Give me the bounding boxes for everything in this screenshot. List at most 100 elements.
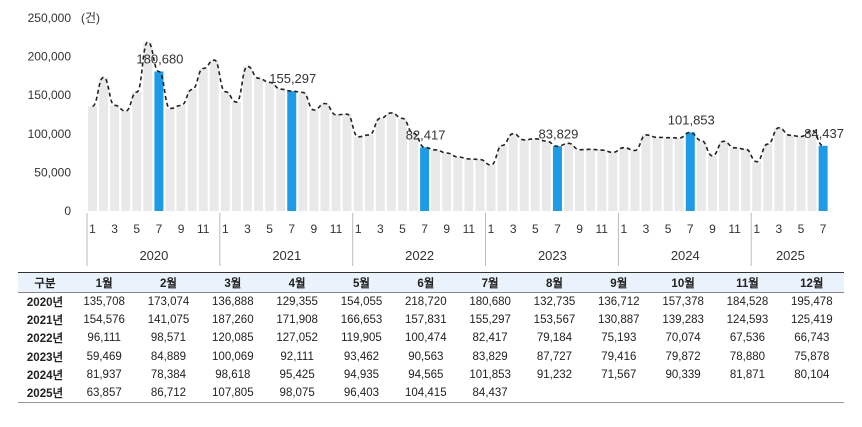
table-cell: 129,355 <box>276 296 318 309</box>
bar-2023-8 <box>564 143 574 211</box>
table-cell: 90,563 <box>408 350 444 363</box>
x-tick-month-label: 11 <box>330 222 343 236</box>
bar-2023-3 <box>508 133 518 211</box>
bar-2024-8 <box>696 140 706 211</box>
bar-2023-1 <box>486 165 496 211</box>
bar-2022-10 <box>453 156 463 211</box>
y-unit-label: (건) <box>81 11 100 25</box>
table-month-header: 12월 <box>779 272 844 293</box>
table-cell: 195,478 <box>791 296 833 309</box>
bar-2023-9 <box>575 149 585 211</box>
table-cell: 136,712 <box>598 296 640 309</box>
table-cell: 100,474 <box>405 332 447 345</box>
table-cell: 80,104 <box>794 368 830 381</box>
bar-2024-4 <box>652 137 662 211</box>
table-cell: 184,528 <box>726 296 769 309</box>
bar-2024-5 <box>663 137 673 211</box>
bar-2022-5 <box>397 118 407 211</box>
x-tick-month-label: 7 <box>288 222 295 236</box>
table-cell <box>586 383 651 404</box>
bar-2020-4 <box>121 111 131 211</box>
table-row: 2021년 154,576 141,075 187,260 171,908 166,653… <box>18 311 844 329</box>
table-cell: 104,415 <box>393 383 458 404</box>
table-cell: 96,403 <box>329 383 394 404</box>
bar-2021-9 <box>309 109 319 211</box>
table-cell: 63,857 <box>72 383 137 404</box>
data-label-2025: 84,437 <box>804 126 844 141</box>
bar-2020-8 <box>165 108 175 211</box>
x-tick-month-label: 3 <box>111 222 118 236</box>
x-year-label-2021: 2021 <box>272 248 301 263</box>
bar-2021-7 <box>287 91 297 211</box>
bar-2023-5 <box>530 138 540 211</box>
bar-2021-5 <box>265 82 275 211</box>
bar-2021-8 <box>298 92 308 211</box>
bar-2021-10 <box>320 103 330 211</box>
x-tick-month-label: 5 <box>798 222 805 236</box>
table-cell: 70,074 <box>665 332 701 345</box>
bar-2020-1 <box>88 106 97 211</box>
bar-2020-9 <box>176 105 186 211</box>
x-tick-month-label: 1 <box>89 222 96 236</box>
x-tick-month-label: 9 <box>443 222 450 236</box>
y-tick-label: 100,000 <box>28 127 72 141</box>
table-cell: 173,074 <box>147 296 190 309</box>
table-row-year: 2023년 <box>26 351 64 364</box>
table-cell: 98,618 <box>215 368 251 381</box>
table-cell <box>779 383 844 404</box>
table-row-year: 2022년 <box>26 333 64 346</box>
bar-2020-10 <box>187 89 197 211</box>
table-month-header: 2월 <box>136 272 201 293</box>
bar-2023-2 <box>497 145 507 211</box>
bar-2021-3 <box>242 66 252 211</box>
x-tick-month-label: 11 <box>595 222 608 236</box>
bar-2025-1 <box>752 161 762 211</box>
table-cell: 135,708 <box>83 296 125 309</box>
table-cell: 87,727 <box>536 350 573 363</box>
table-row-year: 2021년 <box>26 315 64 328</box>
table-row: 2020년 135,708 173,074 136,888 129,355 154,055… <box>18 293 844 312</box>
table-cell: 187,260 <box>212 314 254 327</box>
table-cell: 139,283 <box>662 314 704 327</box>
bar-2024-7 <box>685 132 695 211</box>
y-tick-label: 250,000 <box>28 11 72 25</box>
y-tick-label: 50,000 <box>34 165 71 179</box>
bar-2023-7 <box>552 146 562 211</box>
table-cell: 120,085 <box>212 332 254 345</box>
data-label-2024: 101,853 <box>668 112 715 127</box>
table-cell: 141,075 <box>147 314 190 327</box>
table-cell: 132,735 <box>533 296 576 309</box>
table-cell: 84,889 <box>150 350 187 363</box>
table-cell: 125,419 <box>791 314 833 327</box>
bar-2022-11 <box>464 158 474 211</box>
bar-2020-6 <box>143 42 153 212</box>
x-tick-month-label: 1 <box>222 222 229 236</box>
x-tick-month-label: 7 <box>687 222 694 236</box>
x-tick-month-label: 7 <box>554 222 561 236</box>
x-tick-month-label: 11 <box>728 222 741 236</box>
table-cell: 98,571 <box>150 332 187 345</box>
bar-2022-2 <box>364 134 374 211</box>
bar-2021-12 <box>342 114 352 211</box>
table-cell: 66,743 <box>794 332 830 345</box>
bar-2021-11 <box>331 114 341 211</box>
table-month-header: 6월 <box>393 272 458 293</box>
table-month-header: 8월 <box>522 272 587 293</box>
data-label-2022: 82,417 <box>406 127 446 142</box>
table-cell: 218,720 <box>405 296 447 309</box>
x-year-label-2024: 2024 <box>671 248 700 263</box>
table-cell: 79,416 <box>601 350 637 363</box>
bar-2023-6 <box>541 141 551 211</box>
x-tick-month-label: 3 <box>377 222 384 236</box>
table-cell: 101,853 <box>469 368 511 381</box>
table-cell: 180,680 <box>469 296 511 309</box>
x-year-label-2025: 2025 <box>776 248 805 263</box>
table-cell: 94,565 <box>408 368 444 381</box>
table-row: 2022년 96,111 98,571 120,085 127,052 119,905 10… <box>18 329 844 347</box>
data-label-2023: 83,829 <box>539 126 579 141</box>
x-tick-month-label: 1 <box>488 222 495 236</box>
bar-2020-12 <box>209 60 219 212</box>
table-cell: 93,462 <box>343 350 380 363</box>
table-cell: 136,888 <box>212 296 254 309</box>
table-month-header: 5월 <box>329 272 394 293</box>
